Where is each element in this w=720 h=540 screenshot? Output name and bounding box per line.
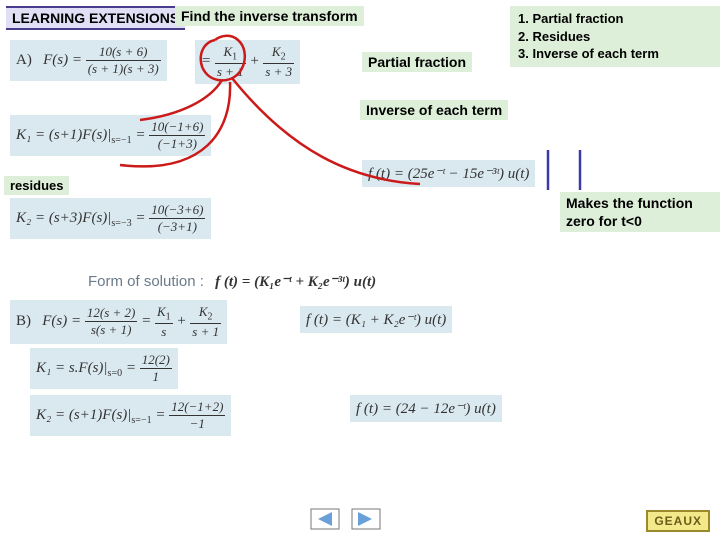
- geaux-badge: GEAUX: [646, 510, 710, 532]
- step-1: 1. Partial fraction: [518, 10, 718, 28]
- nav-buttons: [310, 504, 390, 534]
- eq-A-label: A): [16, 52, 32, 68]
- eq-B-k2d: s + 1: [190, 324, 221, 340]
- eq-BK1-lhs: K₁ = s.F(s)|: [36, 360, 108, 376]
- eq-BK2-den: −1: [169, 416, 225, 432]
- eq-K1-num: 10(−1+6): [149, 119, 205, 136]
- eq-K2-eq: =: [135, 210, 149, 226]
- residues-label: residues: [4, 176, 69, 195]
- eq-BK1-at: s=0: [108, 368, 123, 379]
- eq-BK2: K₂ = (s+1)F(s)|s=−1 = 12(−1+2)−1: [30, 395, 231, 436]
- eq-K1-lhs: K₁ = (s+1)F(s)|: [16, 127, 111, 143]
- page-title: LEARNING EXTENSIONS: [6, 6, 185, 30]
- eq-B-k1n: K: [157, 304, 166, 319]
- eq-B-lhs: F(s) =: [42, 313, 81, 329]
- eq-B-k2n: K: [199, 304, 208, 319]
- makes-zero-line1: Makes the function: [566, 195, 693, 211]
- eq-BK1: K₁ = s.F(s)|s=0 = 12(2)1: [30, 348, 178, 389]
- eq-B-eq: =: [141, 313, 155, 329]
- eq-BK2-num: 12(−1+2): [169, 399, 225, 416]
- eq-A-lhs: F(s) =: [43, 52, 82, 68]
- steps-list: 1. Partial fraction 2. Residues 3. Inver…: [510, 6, 720, 67]
- eq-A-equals: =: [201, 53, 211, 69]
- eq-K2-den: (−3+1): [149, 219, 205, 235]
- eq-A-k2n: K: [272, 44, 281, 59]
- eq-B-plus: +: [176, 313, 190, 329]
- eq-K2-num: 10(−3+6): [149, 202, 205, 219]
- eq-B-k1s: 1: [166, 312, 171, 323]
- eq-B-k2s: 2: [208, 312, 213, 323]
- eq-B-result: f (t) = (24 − 12e⁻ᵗ) u(t): [350, 395, 502, 422]
- inverse-each-term-label: Inverse of each term: [360, 100, 508, 120]
- eq-A-rhs: = K1s + 1 + K2s + 3: [195, 40, 300, 84]
- eq-BK1-eq: =: [126, 360, 140, 376]
- prev-button[interactable]: [311, 509, 339, 529]
- makes-zero-label: Makes the function zero for t<0: [560, 192, 720, 232]
- eq-A-result: f (t) = (25e⁻ᵗ − 15e⁻³ᵗ) u(t): [362, 160, 535, 187]
- eq-B: B) F(s) = 12(s + 2)s(s + 1) = K1s + K2s …: [10, 300, 227, 344]
- eq-B-label: B): [16, 313, 31, 329]
- partial-fraction-label: Partial fraction: [362, 52, 472, 72]
- eq-K1-at: s=−1: [111, 135, 131, 146]
- eq-A-k2d: s + 3: [263, 64, 294, 80]
- form-of-solution-label: Form of solution :: [88, 273, 204, 290]
- red-line-1: [140, 80, 222, 120]
- eq-A: A) F(s) = 10(s + 6)(s + 1)(s + 3): [10, 40, 167, 81]
- eq-K1: K₁ = (s+1)F(s)|s=−1 = 10(−1+6)(−1+3): [10, 115, 211, 156]
- eq-B-form: f (t) = (K₁ + K₂e⁻ᵗ) u(t): [300, 306, 452, 333]
- step-2: 2. Residues: [518, 28, 718, 46]
- eq-A-num: 10(s + 6): [86, 44, 161, 61]
- eq-B-k1d: s: [155, 324, 173, 340]
- next-button[interactable]: [352, 509, 380, 529]
- eq-BK1-den: 1: [140, 369, 172, 385]
- eq-K1-den: (−1+3): [149, 136, 205, 152]
- eq-K2-at: s=−3: [111, 218, 131, 229]
- eq-K2: K₂ = (s+3)F(s)|s=−3 = 10(−3+6)(−3+1): [10, 198, 211, 239]
- form-of-solution: Form of solution : f (t) = (K₁e⁻ᵗ + K₂e⁻…: [82, 268, 382, 295]
- eq-A-den: (s + 1)(s + 3): [86, 61, 161, 77]
- blue-bracket: [548, 150, 580, 190]
- eq-K2-lhs: K₂ = (s+3)F(s)|: [16, 210, 111, 226]
- eq-BK1-num: 12(2): [140, 352, 172, 369]
- eq-A-k1s: 1: [232, 52, 237, 63]
- eq-B-den: s(s + 1): [85, 322, 138, 338]
- eq-B-num: 12(s + 2): [85, 305, 138, 322]
- eq-A-k2s: 2: [281, 52, 286, 63]
- makes-zero-line2: zero for t<0: [566, 213, 642, 229]
- eq-BK2-eq: =: [155, 407, 169, 423]
- eq-A-plus: +: [249, 53, 259, 69]
- eq-A-k1n: K: [223, 44, 232, 59]
- eq-BK2-lhs: K₂ = (s+1)F(s)|: [36, 407, 131, 423]
- eq-A-k1d: s + 1: [215, 64, 246, 80]
- form-of-solution-rhs: f (t) = (K₁e⁻ᵗ + K₂e⁻³ᵗ) u(t): [215, 274, 376, 290]
- step-3: 3. Inverse of each term: [518, 45, 718, 63]
- eq-BK2-at: s=−1: [131, 415, 151, 426]
- subtitle: Find the inverse transform: [175, 6, 364, 26]
- eq-K1-eq: =: [135, 127, 149, 143]
